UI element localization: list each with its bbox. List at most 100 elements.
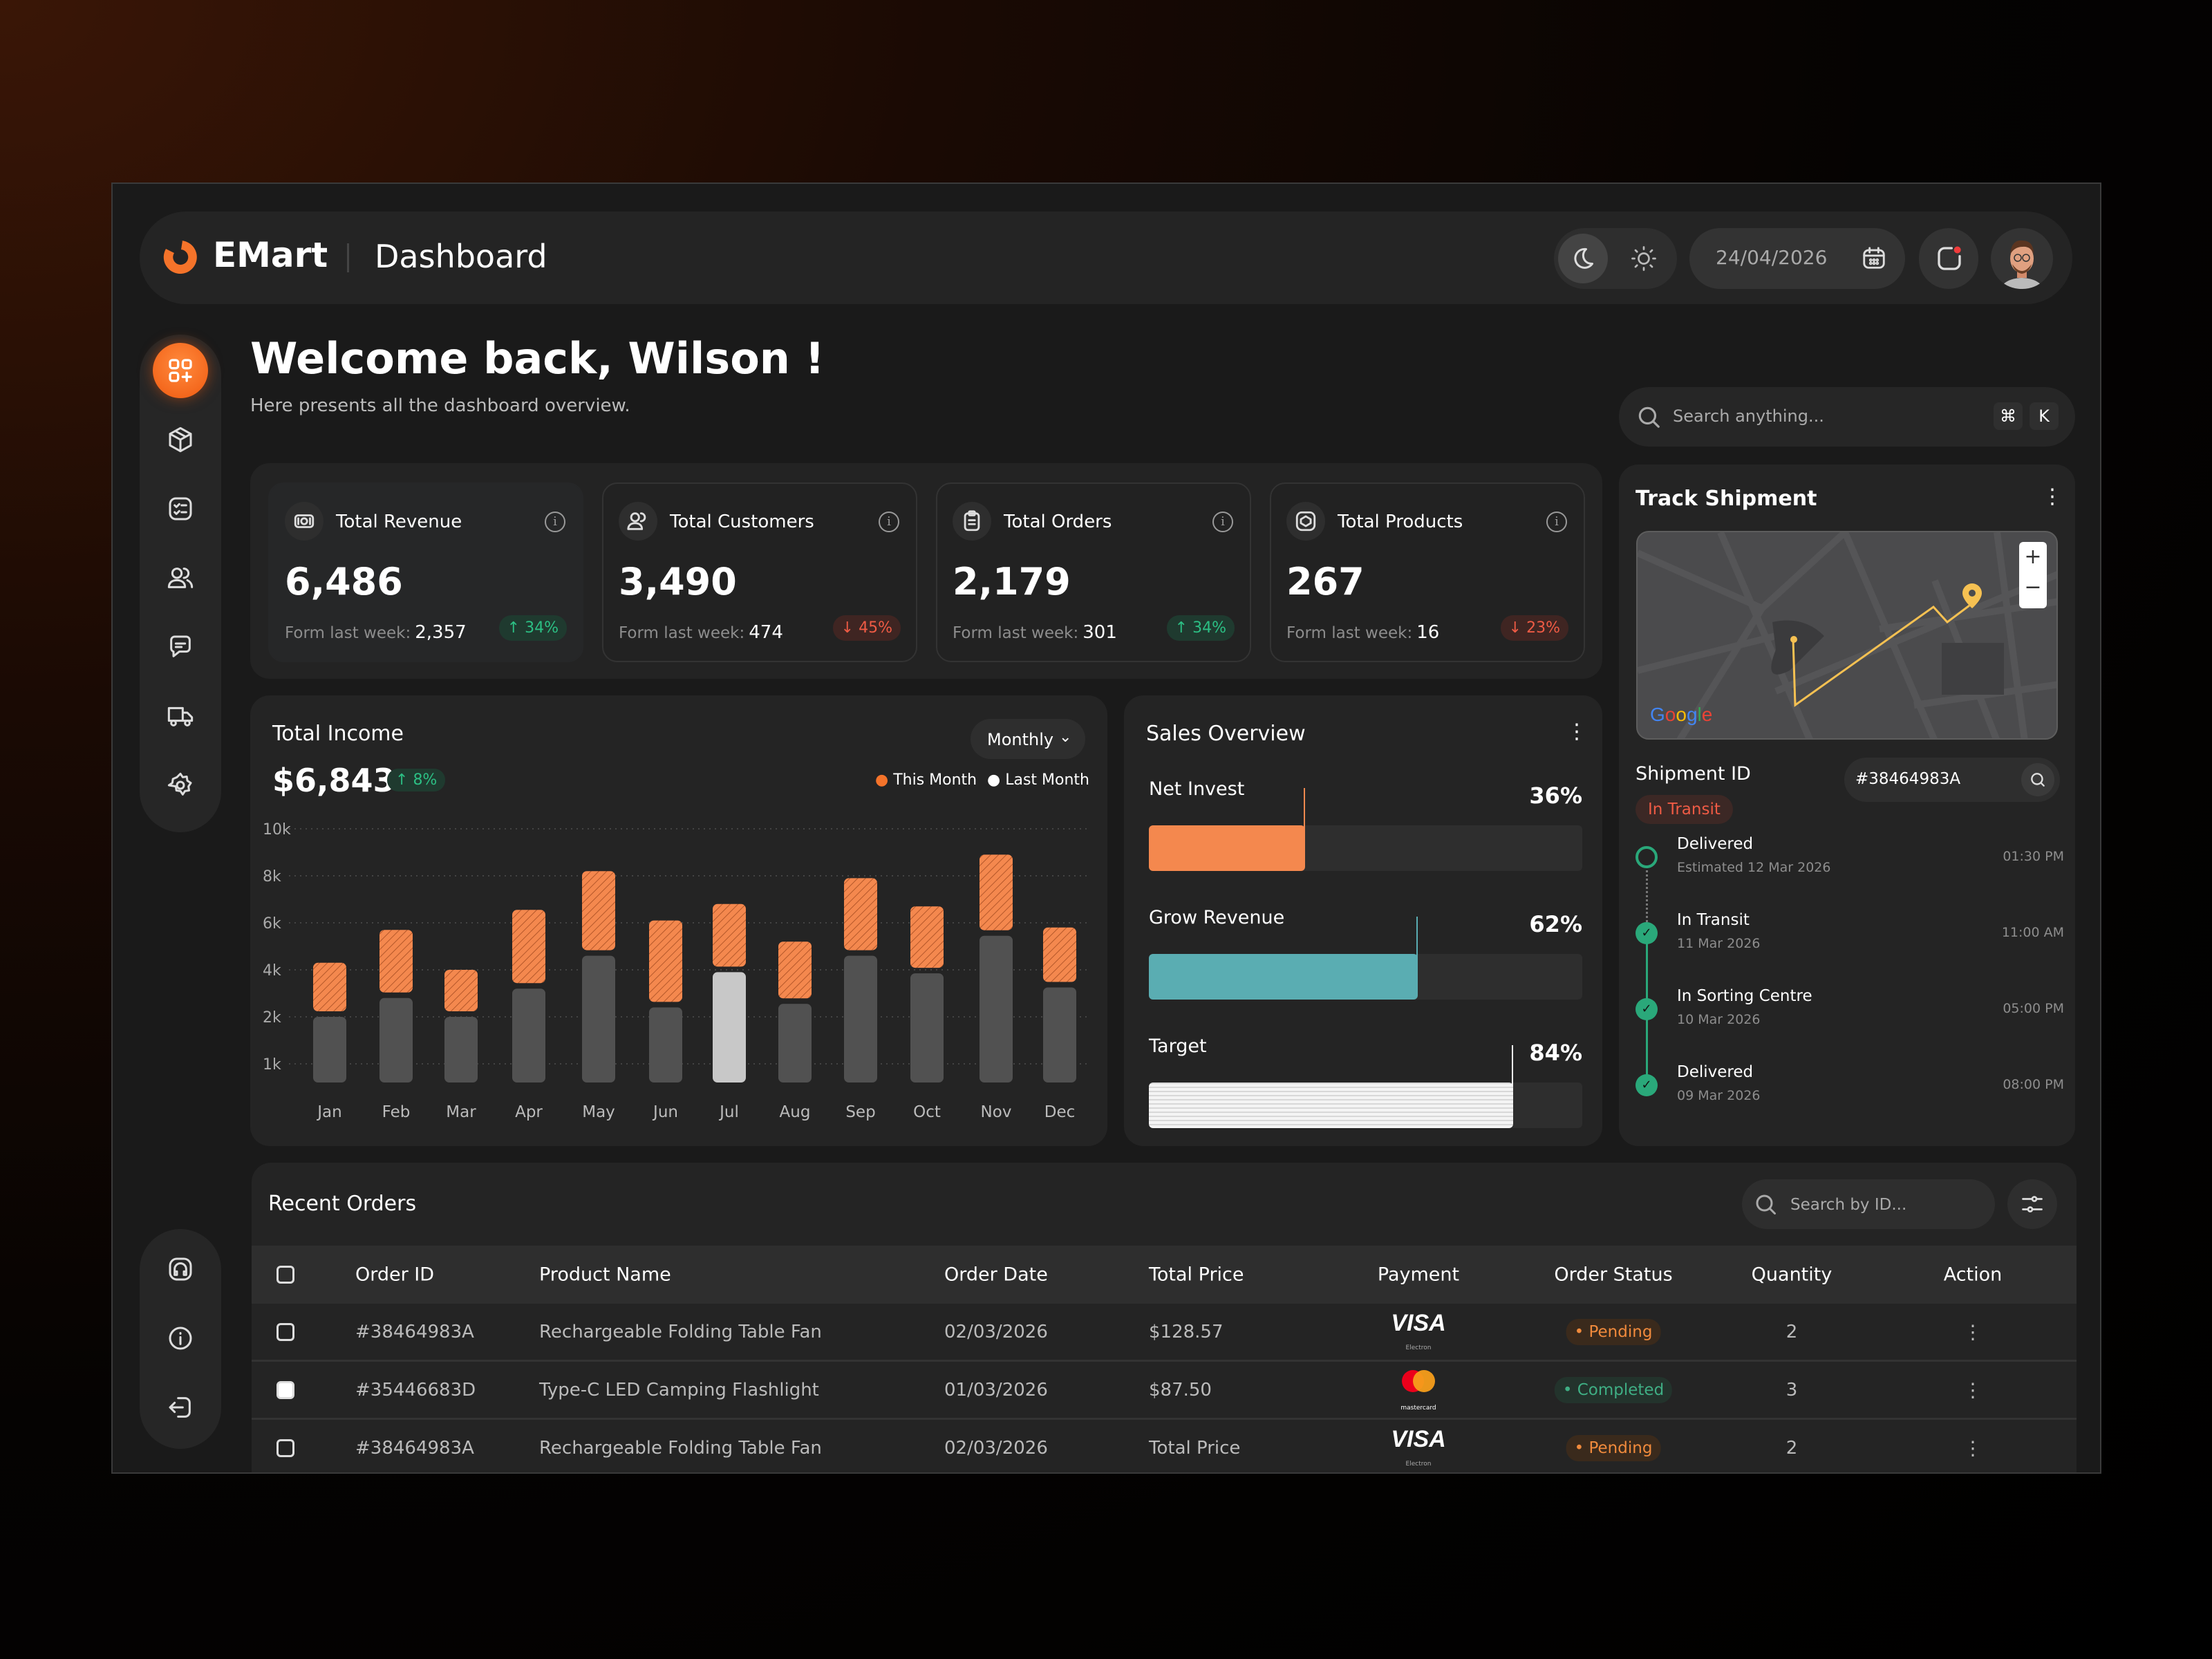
sidebar-item-orders[interactable] bbox=[153, 481, 208, 536]
bar-this-month[interactable] bbox=[444, 970, 478, 1011]
progress-fill bbox=[1149, 954, 1418, 1000]
logout-icon bbox=[169, 1397, 191, 1418]
bar-last-month[interactable] bbox=[1043, 987, 1076, 1083]
bar-this-month[interactable] bbox=[512, 910, 545, 984]
list-icon bbox=[169, 497, 192, 521]
status-badge: • Pending bbox=[1566, 1318, 1661, 1345]
bar-this-month[interactable] bbox=[582, 871, 615, 950]
more-menu-icon[interactable]: ⋮ bbox=[1566, 720, 1587, 744]
period-dropdown[interactable]: Monthly ⌄ bbox=[971, 719, 1085, 759]
box-icon bbox=[169, 427, 192, 453]
shipment-id-input[interactable]: #38464983A bbox=[1844, 758, 2060, 802]
global-search[interactable]: Search anything... ⌘ K bbox=[1619, 387, 2075, 447]
more-menu-icon[interactable]: ⋮ bbox=[2042, 485, 2063, 509]
bar-this-month[interactable] bbox=[1043, 927, 1076, 982]
status-text: Pending bbox=[1588, 1322, 1653, 1341]
bar-this-month[interactable] bbox=[379, 930, 413, 993]
change-badge: ↑ 34% bbox=[1166, 615, 1235, 641]
stat-card[interactable]: Total Customers i 3,490 Form last week: 4… bbox=[602, 482, 917, 662]
row-checkbox[interactable] bbox=[276, 1322, 294, 1341]
more-actions-icon[interactable]: ⋮ bbox=[1963, 1378, 1983, 1401]
column-header[interactable]: Product Name bbox=[539, 1264, 671, 1286]
order-id[interactable]: #38464983A bbox=[355, 1321, 474, 1342]
total-price: $128.57 bbox=[1149, 1321, 1224, 1342]
y-tick-label: 8k bbox=[263, 868, 281, 885]
moon-icon[interactable] bbox=[1558, 234, 1608, 283]
table-row[interactable]: #38464983A Rechargeable Folding Table Fa… bbox=[252, 1420, 2077, 1472]
column-header[interactable]: Quantity bbox=[1751, 1264, 1833, 1286]
avatar[interactable] bbox=[1991, 228, 2053, 289]
sidebar-item-shipping[interactable] bbox=[153, 688, 208, 744]
timeline-connector bbox=[1646, 859, 1648, 935]
column-header[interactable]: Payment bbox=[1377, 1264, 1460, 1286]
zoom-in-icon[interactable]: + bbox=[2024, 545, 2042, 569]
bar-last-month[interactable] bbox=[778, 1004, 812, 1082]
bar-last-month[interactable] bbox=[713, 972, 746, 1082]
support-button[interactable] bbox=[153, 1241, 208, 1297]
select-all-checkbox[interactable] bbox=[276, 1266, 294, 1284]
column-header[interactable]: Total Price bbox=[1149, 1264, 1244, 1286]
date-picker[interactable]: 24/04/2026 bbox=[1689, 228, 1905, 289]
sidebar-item-settings[interactable] bbox=[153, 758, 208, 813]
more-actions-icon[interactable]: ⋮ bbox=[1963, 1320, 1983, 1343]
clipboard-icon bbox=[953, 502, 991, 541]
theme-toggle[interactable] bbox=[1554, 228, 1677, 289]
bar-last-month[interactable] bbox=[649, 1007, 682, 1082]
bar-last-month[interactable] bbox=[512, 988, 545, 1082]
bar-last-month[interactable] bbox=[844, 955, 877, 1082]
bar-this-month[interactable] bbox=[778, 941, 812, 999]
info-icon[interactable]: i bbox=[879, 512, 899, 532]
order-id[interactable]: #35446683D bbox=[355, 1379, 476, 1400]
column-header[interactable]: Action bbox=[1943, 1264, 2003, 1286]
stat-card[interactable]: Total Orders i 2,179 Form last week: 301 … bbox=[936, 482, 1251, 662]
info-icon[interactable]: i bbox=[1546, 512, 1567, 532]
bar-last-month[interactable] bbox=[980, 935, 1013, 1082]
bar-this-month[interactable] bbox=[910, 906, 944, 968]
sidebar-item-messages[interactable] bbox=[153, 619, 208, 675]
row-checkbox[interactable] bbox=[276, 1380, 294, 1399]
bar-this-month[interactable] bbox=[649, 920, 682, 1002]
info-icon[interactable]: i bbox=[1212, 512, 1233, 532]
sidebar-item-customers[interactable] bbox=[153, 550, 208, 606]
sidebar-item-dashboard[interactable] bbox=[153, 343, 208, 398]
bar-this-month[interactable] bbox=[844, 878, 877, 950]
sun-icon[interactable] bbox=[1631, 246, 1656, 271]
change-value: 23% bbox=[1526, 619, 1560, 637]
bar-last-month[interactable] bbox=[379, 997, 413, 1082]
sidebar-item-products[interactable] bbox=[153, 412, 208, 467]
column-header[interactable]: Order Status bbox=[1554, 1264, 1673, 1286]
order-search[interactable]: Search by ID... bbox=[1742, 1179, 1995, 1229]
bar-last-month[interactable] bbox=[582, 955, 615, 1082]
row-checkbox[interactable] bbox=[276, 1438, 294, 1457]
shipment-map[interactable]: + − Google bbox=[1636, 531, 2058, 740]
more-actions-icon[interactable]: ⋮ bbox=[1963, 1436, 1983, 1459]
brand-name: EMart bbox=[213, 235, 328, 275]
bar-this-month[interactable] bbox=[713, 903, 746, 967]
x-tick-label: May bbox=[582, 1103, 615, 1121]
logout-button[interactable] bbox=[153, 1380, 208, 1435]
table-row[interactable]: #38464983A Rechargeable Folding Table Fa… bbox=[252, 1304, 2077, 1362]
order-search-input[interactable]: Search by ID... bbox=[1790, 1196, 1907, 1214]
stat-card[interactable]: Total Products i 267 Form last week: 16 ↓… bbox=[1270, 482, 1585, 662]
divider bbox=[347, 243, 349, 272]
search-icon[interactable] bbox=[2021, 763, 2054, 796]
info-icon[interactable]: i bbox=[545, 512, 565, 532]
bar-last-month[interactable] bbox=[444, 1017, 478, 1082]
bar-last-month[interactable] bbox=[313, 1017, 346, 1082]
search-input[interactable]: Search anything... bbox=[1673, 406, 1824, 426]
map-zoom-controls[interactable]: + − bbox=[2019, 542, 2047, 608]
info-button[interactable] bbox=[153, 1311, 208, 1366]
table-row[interactable]: #35446683D Type-C LED Camping Flashlight… bbox=[252, 1362, 2077, 1420]
sales-metric: Target 84% bbox=[1149, 1035, 1582, 1132]
filter-button[interactable] bbox=[2007, 1179, 2057, 1229]
bar-this-month[interactable] bbox=[313, 962, 346, 1011]
column-header[interactable]: Order ID bbox=[355, 1264, 435, 1286]
column-header[interactable]: Order Date bbox=[944, 1264, 1048, 1286]
bar-this-month[interactable] bbox=[980, 854, 1013, 930]
zoom-out-icon[interactable]: − bbox=[2024, 575, 2042, 599]
bar-last-month[interactable] bbox=[910, 973, 944, 1082]
stat-card[interactable]: Total Revenue i 6,486 Form last week: 2,3… bbox=[268, 482, 583, 662]
order-id[interactable]: #38464983A bbox=[355, 1437, 474, 1459]
pending-circle-icon bbox=[1635, 846, 1658, 868]
notification-button[interactable] bbox=[1919, 228, 1978, 289]
